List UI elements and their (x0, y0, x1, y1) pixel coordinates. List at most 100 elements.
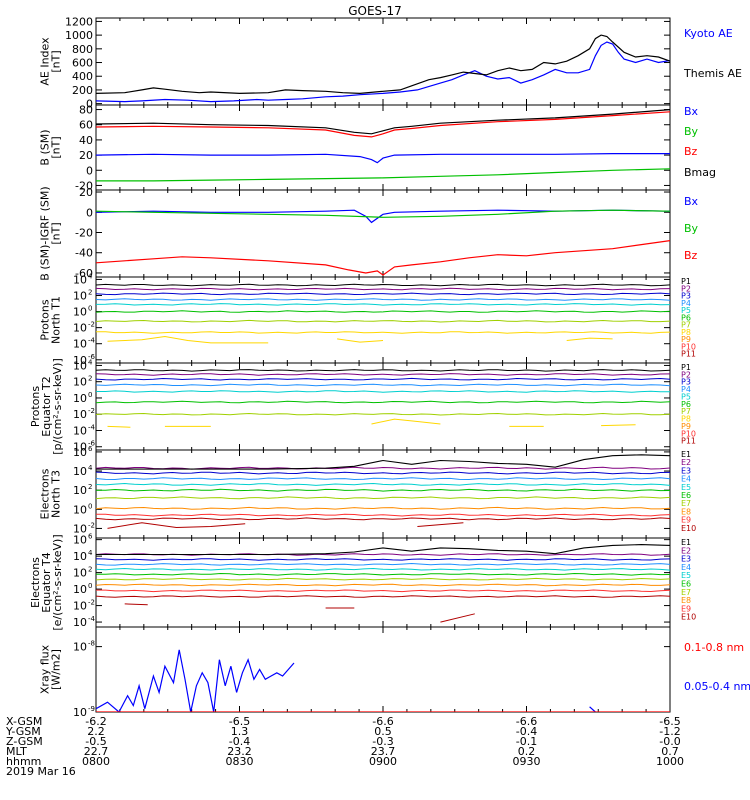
y-tick-label: 10 (73, 392, 87, 405)
plot-area (96, 369, 670, 428)
y-tick-exponent: 2 (88, 288, 92, 296)
y-tick-label: 10 (73, 534, 87, 547)
panel-frame (95, 537, 671, 628)
y-tick-label: 10 (73, 583, 87, 596)
y-tick-label: 20 (79, 149, 93, 162)
channel-legend: E9 (681, 516, 691, 525)
channel-line (96, 577, 670, 581)
channel-segment (417, 522, 464, 527)
channel-legend: P6 (681, 400, 691, 409)
channel-line (96, 390, 670, 393)
channel-line (96, 553, 670, 556)
channel-legend: P1 (681, 363, 691, 372)
plot-area (96, 34, 670, 103)
y-axis-label: Electrons (39, 468, 52, 519)
channel-legend: E8 (681, 507, 691, 516)
legend-entry: Bz (684, 249, 698, 262)
channel-legend: E1 (681, 538, 691, 547)
channel-line (96, 310, 670, 313)
ephemeris-value: 0900 (369, 755, 397, 768)
y-axis-label: Electrons (29, 557, 42, 608)
channel-line (96, 583, 670, 587)
y-tick-exponent: -2 (88, 321, 95, 329)
channel-segment (124, 603, 148, 606)
y-tick-label: 60 (79, 119, 93, 132)
y-tick-label: 400 (72, 70, 93, 83)
channel-legend: E6 (681, 580, 691, 589)
ephemeris-value: 2.2 (87, 725, 105, 738)
ephemeris-value: -0.0 (659, 735, 680, 748)
legend-entry: 0.05-0.4 nm (684, 680, 750, 693)
plot-area (96, 649, 670, 712)
channel-line (96, 562, 670, 566)
y-tick-label: 0 (86, 206, 93, 219)
ephemeris-value: -0.4 (516, 725, 537, 738)
y-tick-label: 10 (73, 641, 87, 654)
ephemeris-value: 0830 (226, 755, 254, 768)
y-tick-exponent: 6 (88, 445, 93, 453)
legend-entry: Themis AE (683, 67, 742, 80)
series-line (96, 109, 670, 135)
channel-line (96, 572, 670, 576)
channel-legend: E1 (681, 450, 691, 459)
channel-legend: P3 (681, 292, 691, 301)
channel-line (96, 283, 670, 287)
channel-legend: E7 (681, 588, 691, 597)
channel-segment (107, 522, 246, 529)
channel-line (96, 558, 670, 561)
channel-segment (107, 425, 131, 428)
y-axis-label: North T3 (50, 470, 63, 518)
ephemeris-value: -6.2 (85, 715, 106, 728)
channel-legend: E5 (681, 571, 691, 580)
channel-legend: P3 (681, 378, 691, 387)
y-tick-label: 10 (73, 706, 87, 719)
channel-segment (337, 338, 384, 343)
series-line (96, 111, 670, 138)
y-tick-label: -20 (75, 179, 93, 192)
y-tick-label: 10 (73, 376, 87, 389)
channel-segment (566, 337, 613, 341)
series-line (96, 240, 670, 276)
y-tick-label: 10 (73, 273, 87, 286)
channel-line (96, 506, 670, 510)
channel-line (96, 373, 670, 376)
y-tick-label: 10 (73, 306, 87, 319)
y-tick-label: 10 (73, 322, 87, 335)
y-tick-label: 10 (73, 465, 87, 478)
channel-line (96, 471, 670, 475)
panel-bigrf: -60 -40 -20 0 20 B (SM)-IGRF (SM)[nT] Bx By Bz (39, 186, 699, 281)
ephemeris-value: -6.6 (516, 715, 537, 728)
y-tick-exponent: 4 (88, 549, 93, 557)
y-axis-label: North T1 (50, 296, 63, 344)
channel-line (96, 482, 670, 486)
channel-legend: P8 (681, 415, 691, 424)
series-line (96, 209, 670, 224)
plot-area (96, 454, 670, 529)
y-tick-exponent: 4 (88, 358, 93, 366)
y-tick-exponent: 4 (88, 272, 93, 280)
ephemeris-value: 0.2 (518, 745, 536, 758)
y-axis-label: AE Index (39, 37, 52, 86)
panel-frame (95, 189, 671, 278)
y-tick-exponent: -6 (88, 440, 96, 448)
channel-legend: E6 (681, 491, 691, 500)
ephemeris-value: 0800 (82, 755, 110, 768)
channel-legend: E3 (681, 466, 691, 475)
y-tick-label: 0 (86, 98, 93, 111)
channel-legend: P1 (681, 277, 691, 286)
y-tick-exponent: -4 (88, 615, 96, 623)
y-tick-exponent: 2 (88, 483, 92, 491)
channel-line (96, 412, 670, 416)
ephemeris-value: -0.4 (229, 735, 250, 748)
ephemeris-value: -6.6 (372, 715, 393, 728)
channel-line (96, 496, 670, 500)
ephemeris-value: 22.7 (84, 745, 109, 758)
channel-legend: P8 (681, 328, 691, 337)
channel-line (96, 400, 670, 404)
channel-legend: P9 (681, 422, 691, 431)
channel-line (96, 298, 670, 301)
series-line (96, 153, 670, 164)
y-tick-label: -40 (75, 247, 93, 260)
